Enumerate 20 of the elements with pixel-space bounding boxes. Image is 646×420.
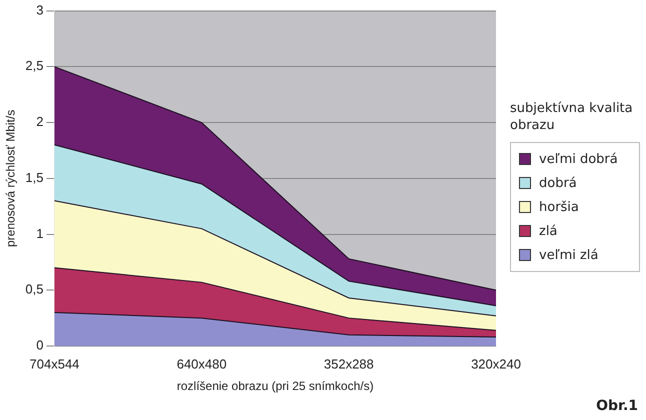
x-axis-title: rozlíšenie obrazu (pri 25 snímkoch/s) <box>176 379 374 394</box>
y-tick-label: 0,5 <box>25 282 44 297</box>
legend-title: subjektívna kvalita obrazu <box>510 100 634 134</box>
x-tick-label: 352x288 <box>324 356 374 372</box>
x-tick-label: 320x240 <box>471 356 521 372</box>
legend-label: dobrá <box>539 176 577 190</box>
legend-label: veľmi zlá <box>539 248 598 262</box>
legend-label: zlá <box>539 224 558 238</box>
y-tick-label: 0 <box>36 338 44 353</box>
text: Obr.1 <box>596 398 638 414</box>
y-tick-label: 3 <box>36 2 44 18</box>
y-tick-label: 2 <box>36 114 44 130</box>
y-axis-title: prenosová rýchlosť Mbit/s <box>4 110 18 248</box>
x-tick-label: 704x544 <box>30 356 80 372</box>
x-tick-label: 640x480 <box>176 356 227 372</box>
legend-label: veľmi dobrá <box>539 152 618 166</box>
legend-label: horšia <box>539 200 579 214</box>
y-tick-label: 1,5 <box>25 170 44 185</box>
y-tick-label: 2,5 <box>25 58 44 74</box>
y-tick-label: 1 <box>36 226 44 241</box>
